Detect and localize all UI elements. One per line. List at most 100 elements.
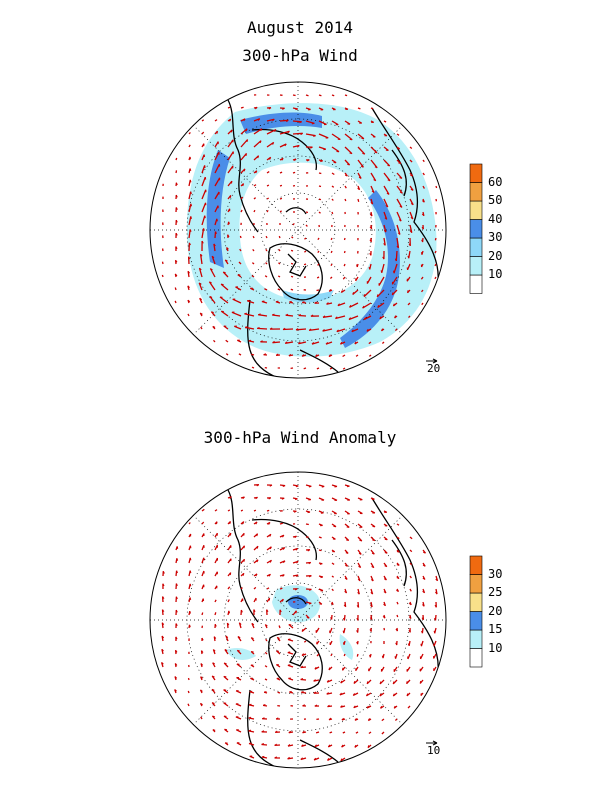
- wind-vector: [266, 197, 270, 200]
- wind-vector: [344, 198, 347, 202]
- wind-vector-head: [362, 152, 365, 155]
- wind-vector: [201, 215, 206, 226]
- wind-vector-head: [408, 616, 412, 619]
- anomaly-shading: [226, 585, 354, 660]
- wind-vector-head: [315, 354, 318, 357]
- wind-vector: [240, 106, 244, 109]
- wind-vector: [318, 94, 322, 97]
- wind-vector: [422, 185, 425, 189]
- wind-vector: [225, 339, 229, 343]
- wind-vector-head: [359, 539, 362, 542]
- coastlines: [227, 489, 439, 768]
- wind-vector: [253, 184, 257, 187]
- reference-vector-arrow: [426, 740, 438, 746]
- wind-vector-head: [260, 128, 263, 132]
- wind-vector: [264, 678, 268, 681]
- wind-vector-head: [295, 485, 299, 488]
- wind-vector: [277, 275, 281, 278]
- wind-vector-head: [337, 303, 340, 306]
- wind-vector-head: [268, 497, 272, 500]
- wind-vector-head: [353, 680, 356, 684]
- wind-vector-head: [243, 168, 246, 172]
- wind-vector-head: [225, 259, 228, 262]
- wind-vector: [220, 310, 229, 317]
- reference-vector-arrow: [426, 358, 438, 364]
- wind-vector-head: [248, 703, 252, 706]
- wind-vector: [303, 367, 307, 370]
- wind-vector: [292, 171, 296, 174]
- wind-vector-head: [396, 589, 399, 593]
- wind-vector: [290, 275, 294, 278]
- wind-vector: [214, 231, 217, 239]
- colorbar-swatch: [469, 611, 483, 631]
- wind-vector-head: [369, 629, 372, 632]
- wind-vector: [344, 133, 353, 141]
- wind-vector-head: [386, 192, 390, 195]
- wind-vector: [355, 731, 359, 734]
- wind-vector-head: [190, 191, 192, 195]
- wind-vector-head: [190, 203, 193, 207]
- wind-vector-head: [374, 151, 378, 154]
- wind-vector: [318, 549, 322, 552]
- wind-vector: [434, 250, 437, 254]
- wind-vector-head: [347, 163, 350, 166]
- wind-vector-head: [229, 521, 231, 525]
- wind-vector-head: [410, 188, 414, 191]
- wind-vector-head: [362, 305, 365, 309]
- wind-vector: [252, 235, 255, 239]
- wind-vector: [201, 176, 206, 187]
- wind-vector-head: [369, 213, 373, 217]
- wind-vector-head: [369, 654, 371, 658]
- wind-vector-head: [282, 534, 285, 538]
- wind-vector-head: [357, 578, 361, 582]
- wind-vector-head: [189, 570, 192, 574]
- wind-vector: [188, 522, 191, 525]
- wind-vector-head: [229, 118, 232, 122]
- wind-vector: [292, 120, 302, 123]
- wind-vector-head: [380, 270, 383, 273]
- wind-vector: [214, 205, 219, 213]
- wind-vector: [421, 289, 424, 293]
- wind-vector: [201, 189, 207, 200]
- wind-vector: [396, 133, 400, 136]
- wind-vector-head: [243, 559, 245, 562]
- wind-vector-head: [215, 231, 217, 234]
- wind-vector: [396, 224, 401, 235]
- wind-vector: [290, 262, 294, 265]
- wind-vector-head: [176, 570, 178, 574]
- wind-vector: [252, 248, 255, 252]
- wind-vector: [187, 677, 190, 681]
- wind-vector-head: [265, 624, 268, 627]
- wind-vector: [303, 263, 307, 266]
- wind-vector-head: [302, 301, 305, 303]
- wind-vector-head: [216, 521, 218, 525]
- wind-vector: [231, 311, 242, 317]
- wind-vector-head: [284, 341, 288, 344]
- wind-vector: [227, 180, 233, 187]
- wind-vector-head: [422, 604, 425, 607]
- wind-vectors: [161, 94, 438, 370]
- wind-vector-head: [269, 484, 273, 487]
- wind-vector-head: [370, 592, 373, 595]
- wind-vector: [368, 354, 372, 357]
- wind-vector-head: [351, 329, 354, 333]
- wind-vector-head: [268, 107, 272, 110]
- wind-vector: [266, 509, 270, 512]
- wind-vector-head: [345, 552, 349, 554]
- wind-vector: [434, 237, 437, 241]
- wind-vector-head: [384, 538, 388, 541]
- wind-vector: [331, 588, 334, 592]
- wind-vector-head: [313, 135, 316, 137]
- wind-vector: [368, 731, 372, 735]
- wind-vector-head: [330, 617, 333, 620]
- wind-vector: [409, 146, 413, 149]
- wind-vector: [266, 141, 275, 148]
- wind-vector-head: [399, 191, 403, 194]
- wind-vector: [355, 354, 359, 357]
- wind-vector-head: [423, 551, 426, 554]
- wind-vector: [278, 262, 281, 265]
- wind-vector: [188, 229, 191, 239]
- wind-vector-head: [328, 667, 331, 671]
- wind-vector: [253, 155, 260, 161]
- wind-vector-head: [421, 200, 425, 203]
